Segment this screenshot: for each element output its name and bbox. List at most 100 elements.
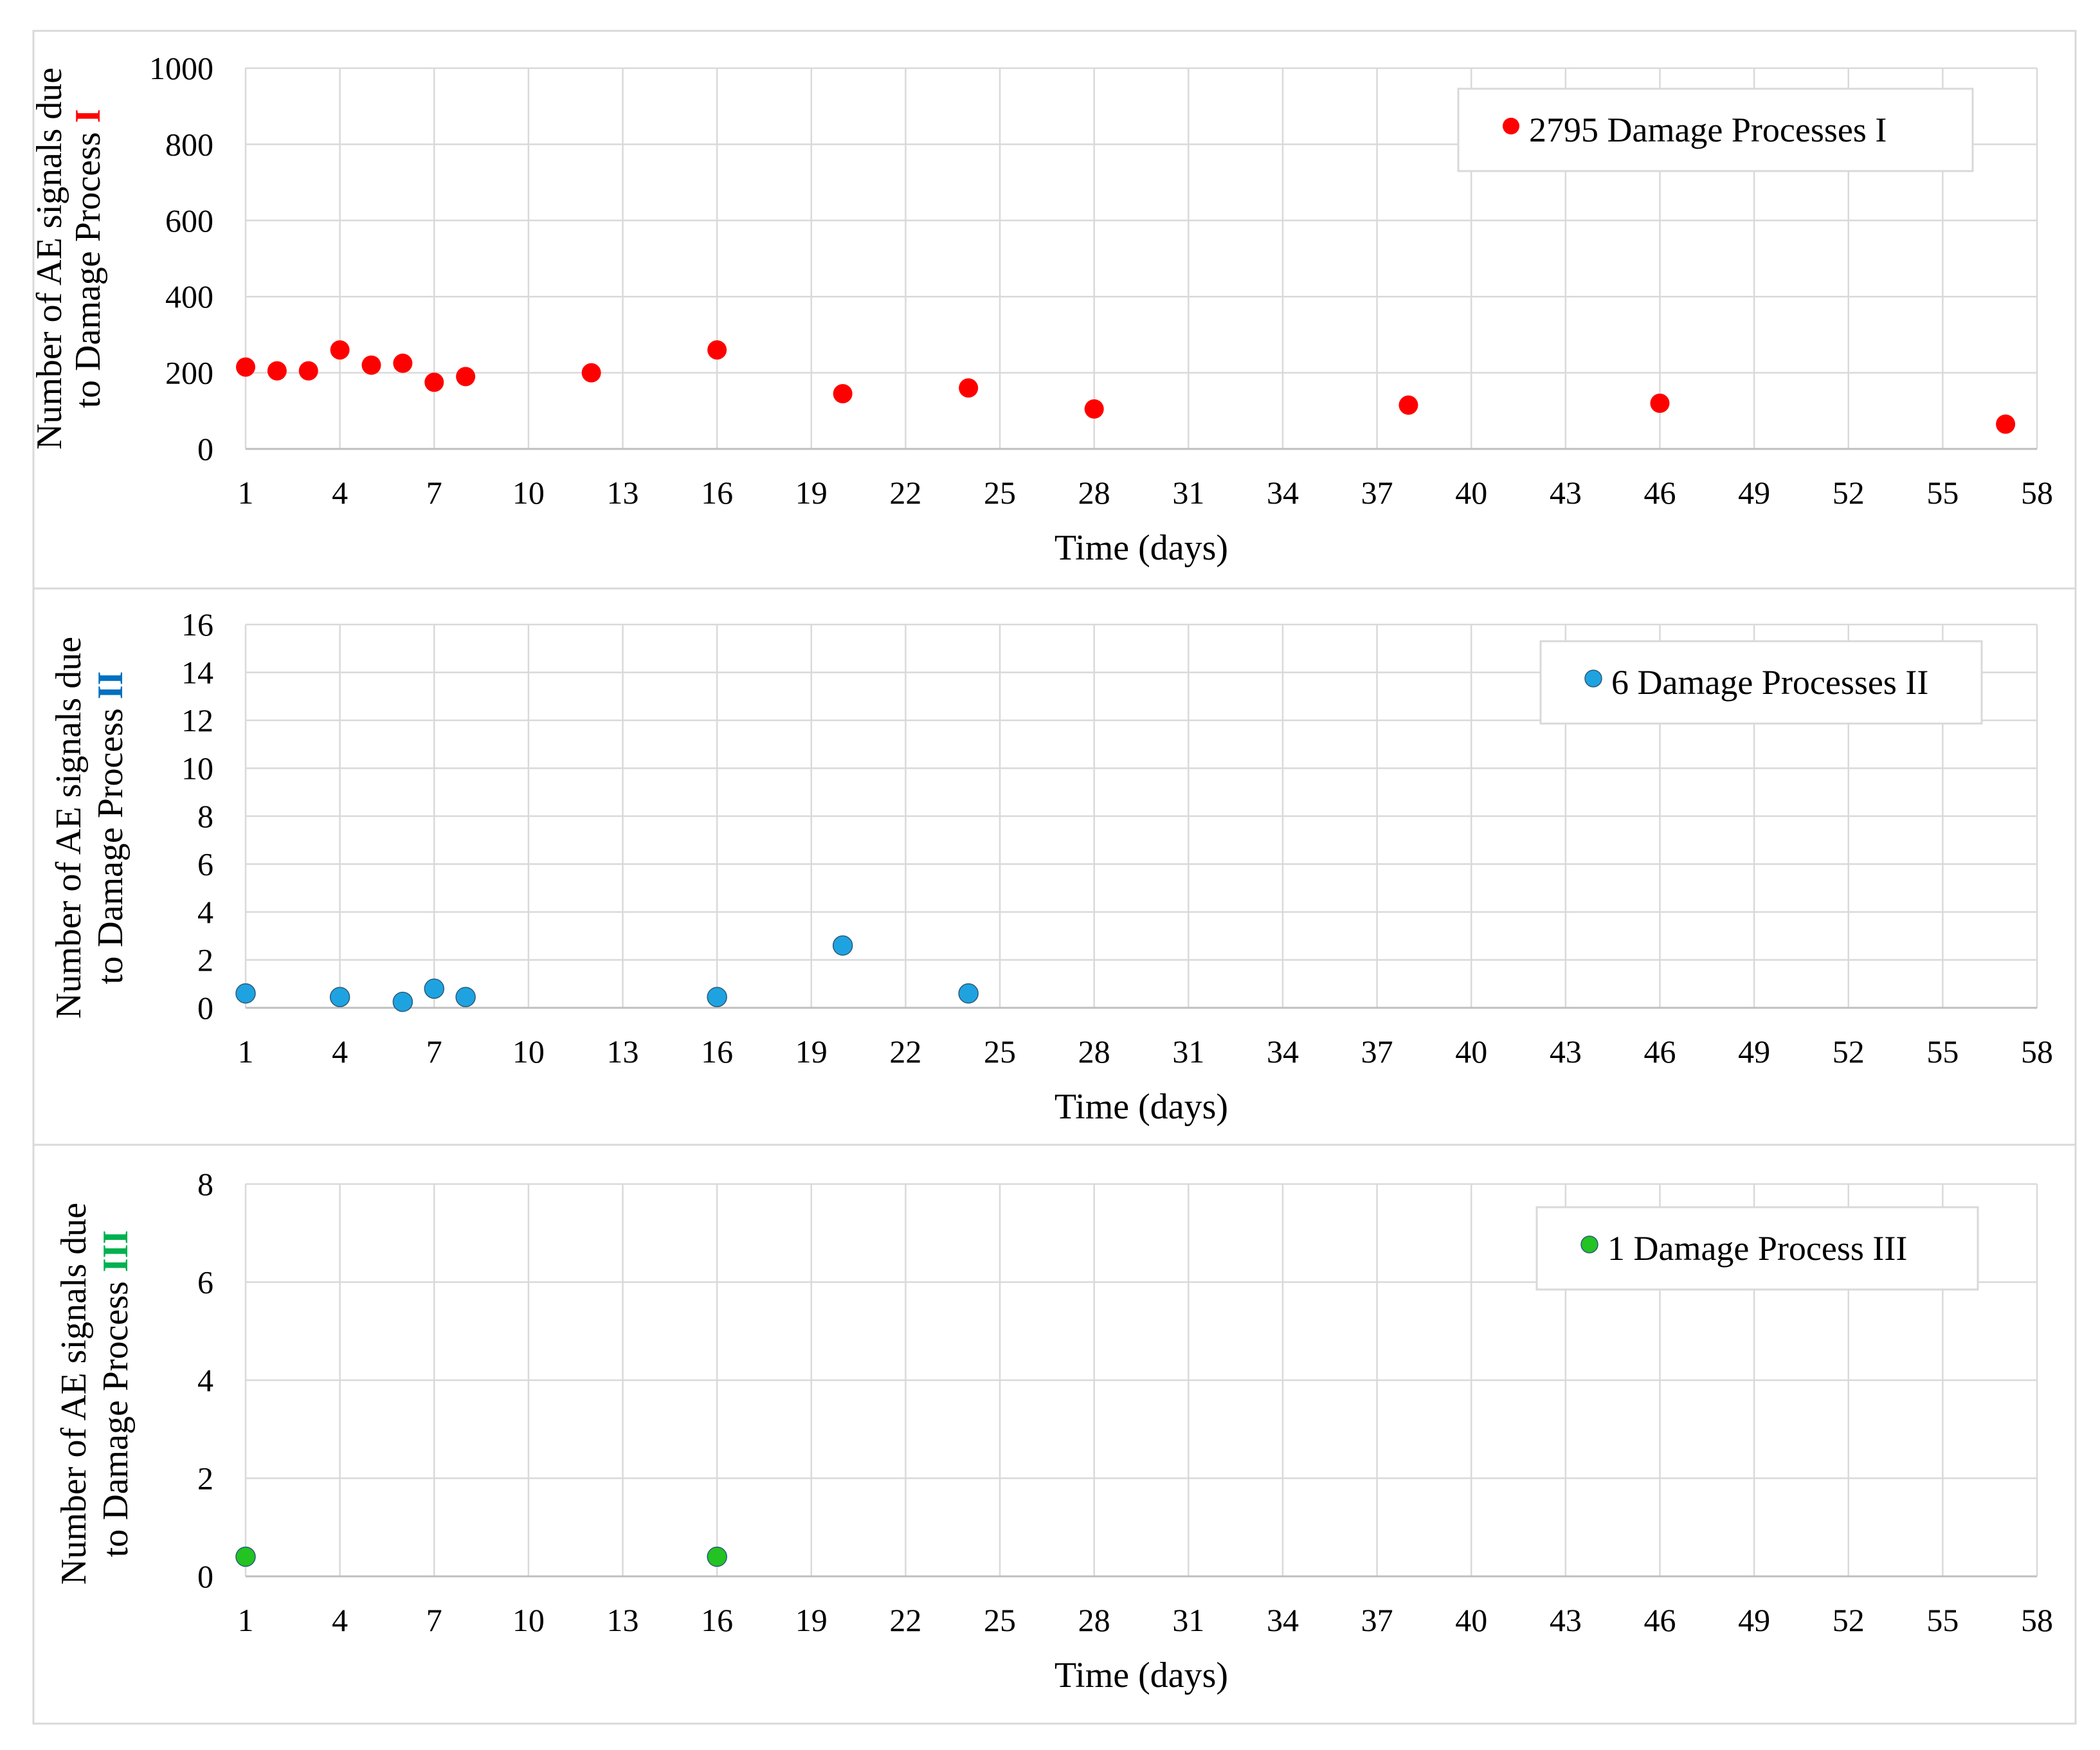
y-axis-label-space [96,1272,136,1281]
legend-box [1539,640,1983,725]
x-tick-label: 22 [889,1602,921,1638]
legend-label: 2795 Damage Processes I [1529,111,1887,149]
x-tick-label: 46 [1643,1034,1676,1070]
data-point [455,987,476,1007]
x-tick-label: 52 [1833,1034,1865,1070]
y-axis-label-text: to Damage Process [68,132,108,408]
x-tick-label: 52 [1833,1602,1865,1638]
x-tick-label: 37 [1361,475,1393,511]
data-point [707,340,727,360]
y-axis-label-space [91,699,131,708]
x-tick-label: 7 [426,475,442,511]
x-tick-label: 34 [1267,475,1299,511]
x-tick-label: 28 [1078,1034,1110,1070]
y-axis-label-line1: Number of AE signals due [30,68,69,450]
data-point [424,372,444,392]
panel-frame [32,1144,2077,1725]
x-tick-label: 10 [512,1602,545,1638]
data-point [329,987,350,1007]
x-tick-label: 4 [332,1602,348,1638]
data-point [393,353,413,373]
y-tick-label: 8 [197,798,213,834]
y-axis-label-line2: to Damage Process III [96,1230,136,1558]
data-point [392,991,413,1012]
x-tick-label: 1 [238,1602,254,1638]
x-tick-label: 7 [426,1034,442,1070]
x-tick-label: 22 [889,1034,921,1070]
data-point [330,340,350,360]
x-tick-label: 43 [1550,1602,1582,1638]
legend-box [1457,87,1974,172]
x-tick-label: 19 [795,1602,828,1638]
data-point [707,987,727,1007]
data-series [235,935,979,1012]
y-tick-label: 4 [197,1362,213,1398]
x-tick-label: 31 [1172,1602,1204,1638]
x-tick-label: 58 [2021,1602,2053,1638]
legend-marker [1584,670,1602,688]
x-tick-label: 37 [1361,1602,1393,1638]
data-point [235,1546,256,1567]
x-tick-label: 10 [512,475,545,511]
x-tick-label: 52 [1833,475,1865,511]
y-axis-label-line2: to Damage Process II [91,671,131,985]
x-tick-label: 7 [426,1602,442,1638]
x-tick-label: 34 [1267,1602,1299,1638]
y-tick-label: 14 [181,655,213,691]
data-point [456,367,476,387]
x-tick-label: 1 [238,475,254,511]
data-series [236,340,2016,434]
x-tick-label: 13 [607,475,639,511]
y-tick-label: 6 [197,1264,213,1300]
data-point [832,935,853,956]
y-axis-label-roman: II [91,671,131,700]
y-tick-label: 400 [165,278,213,314]
legend-marker [1580,1235,1598,1253]
data-point [1398,395,1418,415]
legend-label: 6 Damage Processes II [1611,663,1928,702]
legend-marker [1503,118,1519,134]
y-tick-label: 16 [181,606,213,643]
data-point [361,355,381,375]
x-tick-label: 40 [1455,1034,1487,1070]
y-tick-label: 6 [197,846,213,882]
x-tick-label: 16 [701,1602,733,1638]
x-tick-label: 55 [1926,1034,1959,1070]
x-tick-label: 31 [1172,475,1204,511]
x-axis-label: Time (days) [1055,1087,1228,1127]
x-tick-label: 43 [1550,475,1582,511]
legend-box [1535,1206,1979,1291]
x-tick-label: 16 [701,475,733,511]
x-tick-label: 16 [701,1034,733,1070]
data-point [235,983,256,1004]
x-tick-label: 22 [889,475,921,511]
x-tick-label: 25 [984,1034,1016,1070]
data-point [958,983,979,1004]
data-point [267,361,287,381]
data-point [236,357,255,377]
x-tick-label: 13 [607,1602,639,1638]
x-tick-label: 19 [795,475,828,511]
x-tick-label: 55 [1926,475,1959,511]
x-tick-label: 10 [512,1034,545,1070]
y-tick-label: 200 [165,355,213,391]
x-tick-label: 46 [1643,475,1676,511]
y-tick-label: 600 [165,203,213,239]
x-tick-label: 49 [1738,1034,1770,1070]
y-axis-label-roman: III [96,1230,136,1272]
x-tick-label: 46 [1643,1602,1676,1638]
x-tick-label: 37 [1361,1034,1393,1070]
x-tick-label: 4 [332,1034,348,1070]
x-tick-label: 58 [2021,475,2053,511]
x-tick-label: 43 [1550,1034,1582,1070]
data-point [581,363,601,383]
data-point [1996,414,2016,434]
x-tick-label: 28 [1078,1602,1110,1638]
x-tick-label: 40 [1455,1602,1487,1638]
chart-panel-1: 0 200 400 600 800 1000 1 4 7 10 13 16 19 22 25 28 31 34 37… [30,30,2077,590]
y-axis-label-text: to Damage Process [91,708,131,984]
